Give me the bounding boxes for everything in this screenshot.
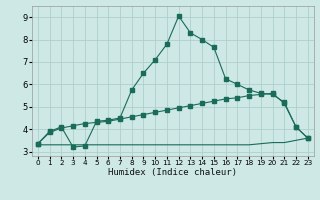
X-axis label: Humidex (Indice chaleur): Humidex (Indice chaleur) bbox=[108, 168, 237, 177]
